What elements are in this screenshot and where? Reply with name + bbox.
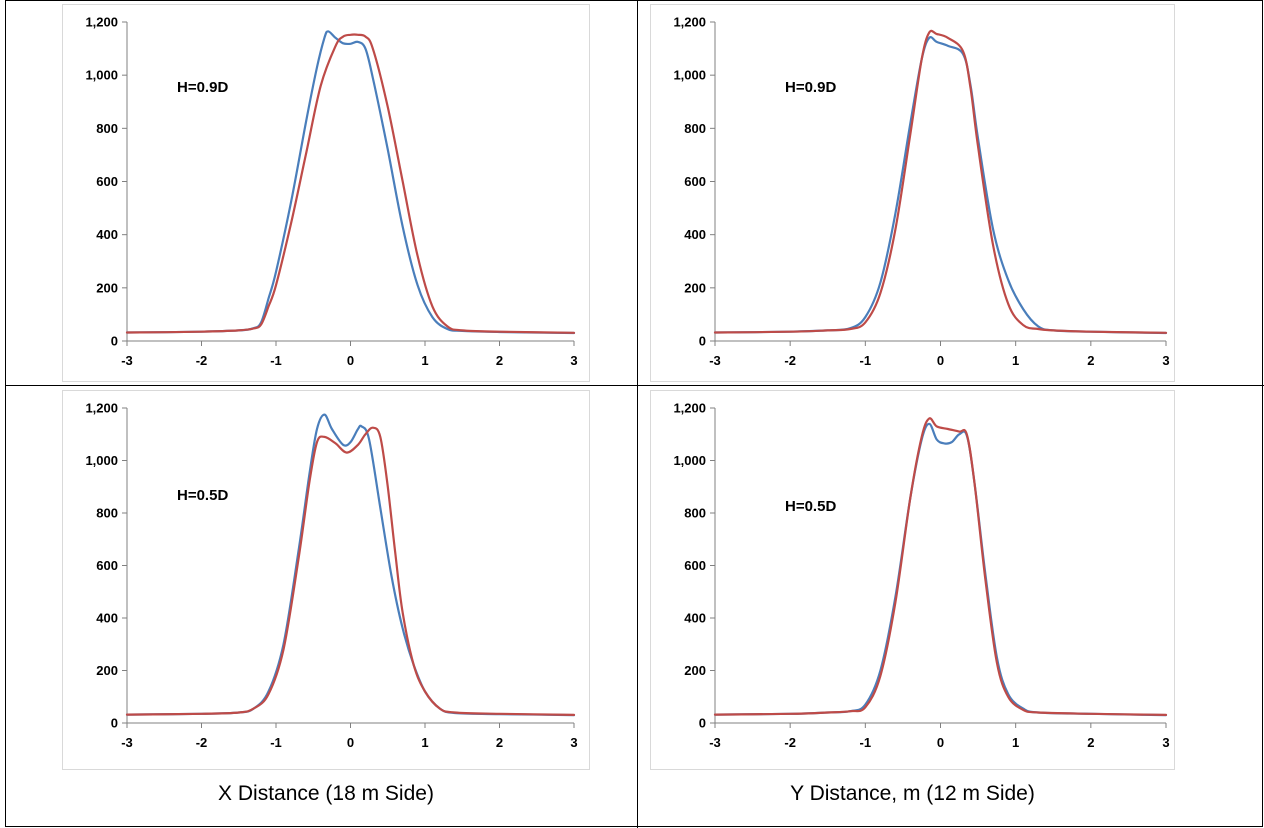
y-tick-label: 400	[684, 227, 706, 242]
chart-cell-top-left: 0 200 400 600 800 1,000 1,200 -3 -2 -1 0 1 2 3 H=0.9D	[62, 4, 590, 382]
x-tick-label: 0	[347, 735, 354, 750]
y-tick-label: 400	[96, 611, 118, 626]
y-tick-label: 1,200	[673, 15, 706, 30]
x-tick-label: -2	[784, 735, 796, 750]
chart-frame	[650, 4, 1175, 382]
chart-frame	[62, 4, 590, 382]
y-tick-label: 200	[684, 663, 706, 678]
y-tick-label: 800	[684, 121, 706, 136]
chart-y-distance-h09: 0 200 400 600 800 1,000 1,200 -3 -2 -1 0 1 2 3 H=0.9D	[650, 4, 1175, 382]
x-tick-label: -3	[709, 353, 721, 368]
height-annotation: H=0.5D	[177, 487, 228, 504]
x-tick-label: -1	[860, 735, 872, 750]
y-tick-label: 800	[96, 506, 118, 521]
chart-x-distance-h05: 0 200 400 600 800 1,000 1,200 -3 -2 -1 0 1 2 3 H=0.5D	[62, 390, 590, 770]
y-tick-label: 400	[96, 227, 118, 242]
y-tick-label: 1,200	[85, 401, 118, 416]
x-tick-label: 3	[570, 735, 577, 750]
x-tick-label: -1	[270, 735, 282, 750]
y-tick-label: 600	[96, 174, 118, 189]
y-tick-label: 600	[684, 558, 706, 573]
x-tick-label: 1	[1012, 735, 1019, 750]
y-tick-label: 400	[684, 611, 706, 626]
y-tick-label: 600	[96, 558, 118, 573]
series-line-2	[125, 426, 576, 716]
x-tick-label: -2	[784, 353, 796, 368]
height-annotation: H=0.9D	[785, 79, 836, 96]
chart-cell-bottom-right: 0 200 400 600 800 1,000 1,200 -3 -2 -1 0 1 2 3 H=0.5D	[650, 390, 1175, 770]
x-tick-label: 0	[347, 353, 354, 368]
y-tick-label: 0	[111, 334, 118, 349]
series-line-1	[713, 422, 1168, 717]
y-tick-label: 600	[684, 174, 706, 189]
chart-y-distance-h05: 0 200 400 600 800 1,000 1,200 -3 -2 -1 0 1 2 3 H=0.5D	[650, 390, 1175, 770]
y-tick-label: 1,200	[85, 15, 118, 30]
y-tick-label: 0	[111, 716, 118, 731]
x-tick-label: -3	[709, 735, 721, 750]
x-tick-label: 3	[1162, 353, 1169, 368]
series-line-1	[713, 36, 1168, 335]
table-border	[5, 0, 1263, 827]
x-tick-label: 2	[1087, 353, 1094, 368]
series-line-2	[125, 33, 576, 334]
x-tick-label: 3	[1162, 735, 1169, 750]
chart-frame	[650, 390, 1175, 770]
y-tick-label: 1,000	[85, 453, 118, 468]
caption-right: Y Distance, m (12 m Side)	[790, 782, 1035, 805]
x-tick-label: -1	[270, 353, 282, 368]
y-tick-label: 0	[699, 334, 706, 349]
y-tick-label: 200	[684, 280, 706, 295]
y-tick-label: 1,000	[85, 68, 118, 83]
chart-cell-top-right: 0 200 400 600 800 1,000 1,200 -3 -2 -1 0 1 2 3 H=0.9D	[650, 4, 1175, 382]
x-tick-label: -3	[121, 353, 133, 368]
y-tick-label: 200	[96, 280, 118, 295]
y-tick-label: 200	[96, 663, 118, 678]
x-tick-label: 2	[496, 353, 503, 368]
x-tick-label: 2	[496, 735, 503, 750]
series-line-2	[713, 29, 1168, 334]
x-tick-label: 0	[937, 353, 944, 368]
chart-cell-bottom-left: 0 200 400 600 800 1,000 1,200 -3 -2 -1 0 1 2 3 H=0.5D	[62, 390, 590, 770]
x-tick-label: -2	[196, 735, 208, 750]
caption-left: X Distance (18 m Side)	[218, 782, 434, 805]
x-tick-label: 3	[570, 353, 577, 368]
y-tick-label: 0	[699, 716, 706, 731]
x-tick-label: 1	[1012, 353, 1019, 368]
x-tick-label: -1	[860, 353, 872, 368]
y-tick-label: 800	[684, 506, 706, 521]
y-tick-label: 1,200	[673, 401, 706, 416]
x-tick-label: 1	[421, 353, 428, 368]
chart-x-distance-h09: 0 200 400 600 800 1,000 1,200 -3 -2 -1 0 1 2 3 H=0.9D	[62, 4, 590, 382]
x-tick-label: 2	[1087, 735, 1094, 750]
x-tick-label: -2	[196, 353, 208, 368]
chart-frame	[62, 390, 590, 770]
x-tick-label: -3	[121, 735, 133, 750]
height-annotation: H=0.5D	[785, 498, 836, 515]
series-line-2	[713, 417, 1168, 716]
y-tick-label: 800	[96, 121, 118, 136]
height-annotation: H=0.9D	[177, 79, 228, 96]
x-tick-label: 1	[421, 735, 428, 750]
y-tick-label: 1,000	[673, 453, 706, 468]
x-tick-label: 0	[937, 735, 944, 750]
y-tick-label: 1,000	[673, 68, 706, 83]
